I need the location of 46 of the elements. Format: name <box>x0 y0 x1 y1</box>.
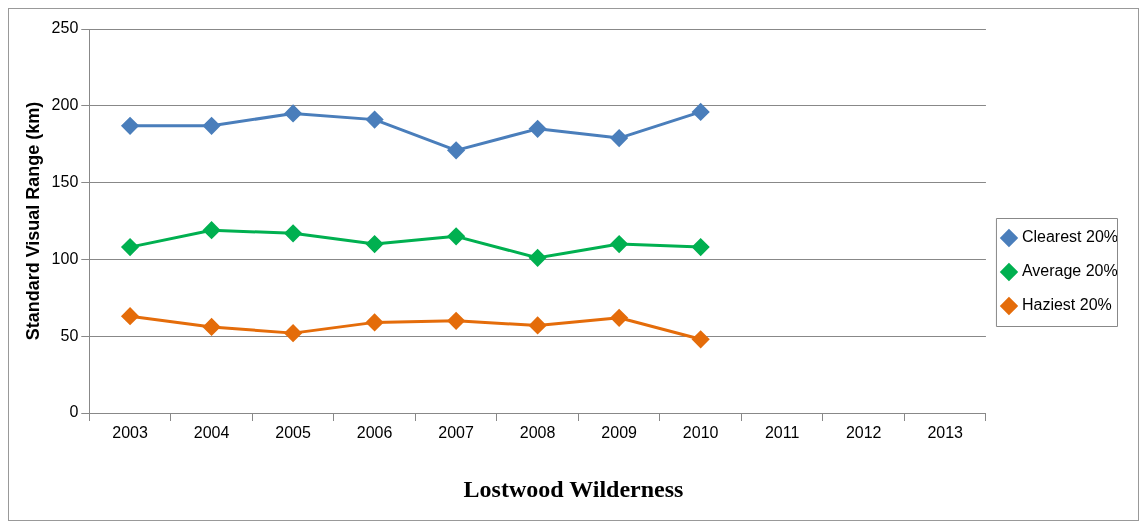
point <box>447 227 465 245</box>
point <box>121 238 139 256</box>
y-tick-label: 50 <box>60 326 79 344</box>
point <box>121 307 139 325</box>
point <box>692 238 710 256</box>
text: Lostwood Wilderness <box>463 475 684 502</box>
point <box>610 129 628 147</box>
legend-label: Haziest 20% <box>1021 296 1112 314</box>
point <box>121 117 139 135</box>
x-tick-label: 2012 <box>845 424 882 442</box>
point <box>692 330 710 348</box>
x-tick-label: 2011 <box>764 424 800 442</box>
y-axis-title: Standard Visual Range (km) <box>22 101 43 341</box>
point <box>447 312 465 330</box>
point <box>529 316 547 334</box>
x-tick-label: 2003 <box>112 424 148 442</box>
x-tick-label: 2007 <box>438 424 475 442</box>
x-tick-label: 2009 <box>601 424 638 442</box>
point <box>447 141 465 159</box>
y-tick-label: 250 <box>51 19 79 37</box>
y-tick-label: 150 <box>51 173 79 191</box>
point <box>529 120 547 138</box>
point <box>284 224 302 242</box>
legend-label: Average 20% <box>1021 262 1118 280</box>
x-tick-label: 2008 <box>519 424 556 442</box>
y-tick-label: 200 <box>51 96 79 114</box>
point <box>610 309 628 327</box>
point <box>284 104 302 122</box>
legend-label: Clearest 20% <box>1021 228 1118 246</box>
point <box>203 318 221 336</box>
x-tick-label: 2010 <box>682 424 719 442</box>
point <box>203 221 221 239</box>
x-tick-label: 2013 <box>927 424 964 442</box>
y-tick-label: 0 <box>69 403 79 421</box>
x-tick-label: 2004 <box>193 424 230 442</box>
x-tick-label: 2006 <box>356 424 393 442</box>
point <box>203 117 221 135</box>
y-tick-label: 100 <box>51 249 79 267</box>
x-tick-label: 2005 <box>275 424 311 442</box>
point <box>366 313 384 331</box>
point <box>692 103 710 121</box>
point <box>366 111 384 129</box>
point <box>529 249 547 267</box>
point <box>610 235 628 253</box>
point <box>366 235 384 253</box>
point <box>284 324 302 342</box>
